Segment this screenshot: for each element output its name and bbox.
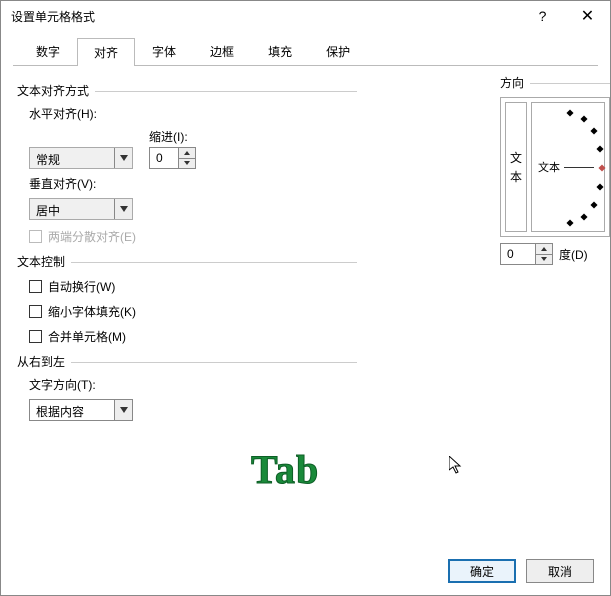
tab-fill[interactable]: 填充: [251, 37, 309, 65]
indent-spinner[interactable]: 0: [149, 147, 196, 169]
wrap-text-checkbox[interactable]: 自动换行(W): [29, 278, 357, 295]
tab-strip: 数字 对齐 字体 边框 填充 保护: [19, 37, 610, 65]
merge-cells-label: 合并单元格(M): [48, 328, 126, 345]
vertical-align-value: 居中: [30, 199, 114, 219]
degree-value: 0: [501, 244, 535, 264]
dial-tick: [566, 109, 573, 116]
spinner-down-icon[interactable]: [536, 254, 552, 265]
indent-block: 缩进(I): 0: [149, 128, 196, 169]
horizontal-align-label: 水平对齐(H):: [29, 105, 357, 122]
chevron-down-icon: [114, 199, 132, 219]
indent-value: 0: [150, 148, 178, 168]
dial-tick: [580, 115, 587, 122]
group-alignment: 文本对齐方式: [17, 82, 357, 99]
justify-distributed-checkbox: 两端分散对齐(E): [29, 228, 357, 245]
group-orientation: 方向: [500, 74, 610, 91]
tab-number[interactable]: 数字: [19, 37, 77, 65]
horizontal-align-value: 常规: [30, 148, 114, 168]
text-direction-combo[interactable]: 根据内容: [29, 399, 133, 421]
titlebar: 设置单元格格式 ? ✕: [1, 1, 610, 31]
orientation-box: 文 本 文本: [500, 97, 610, 237]
shrink-to-fit-checkbox[interactable]: 缩小字体填充(K): [29, 303, 357, 320]
dial-text: 文本: [538, 159, 560, 175]
chevron-down-icon: [114, 148, 132, 168]
dial-tick: [590, 201, 597, 208]
group-textcontrol: 文本控制: [17, 253, 357, 270]
tab-protection[interactable]: 保护: [309, 37, 367, 65]
wrap-text-label: 自动换行(W): [48, 278, 115, 295]
spinner-down-icon[interactable]: [179, 158, 195, 169]
degree-row: 0 度(D): [500, 243, 610, 265]
dial-tick: [596, 183, 603, 190]
dial-tick: [596, 145, 603, 152]
dial-line: [564, 167, 594, 168]
vertical-align-combo[interactable]: 居中: [29, 198, 133, 220]
ok-button[interactable]: 确定: [448, 559, 516, 583]
vertical-align-label: 垂直对齐(V):: [29, 175, 357, 192]
watermark-text: Tab: [251, 446, 319, 493]
dial-tick-selected: [598, 164, 605, 171]
text-direction-value: 根据内容: [30, 400, 114, 420]
checkbox-icon: [29, 305, 42, 318]
tab-font[interactable]: 字体: [135, 37, 193, 65]
horizontal-align-combo[interactable]: 常规: [29, 147, 133, 169]
dialog-footer: 确定 取消: [448, 559, 594, 583]
close-button[interactable]: ✕: [565, 1, 610, 31]
tab-content: 文本对齐方式 水平对齐(H): 常规 缩进(I): 0: [1, 66, 610, 433]
tab-alignment[interactable]: 对齐: [77, 38, 135, 66]
spinner-up-icon[interactable]: [179, 148, 195, 158]
dialog-window: 设置单元格格式 ? ✕ 数字 对齐 字体 边框 填充 保护 文本对齐方式 水平对…: [0, 0, 611, 596]
dial-tick: [590, 127, 597, 134]
degree-label: 度(D): [559, 246, 588, 263]
orientation-panel: 方向 文 本 文本: [500, 68, 610, 265]
group-rtl: 从右到左: [17, 353, 357, 370]
cancel-button[interactable]: 取消: [526, 559, 594, 583]
merge-cells-checkbox[interactable]: 合并单元格(M): [29, 328, 357, 345]
vertical-text-button[interactable]: 文 本: [505, 102, 527, 232]
chevron-down-icon: [114, 400, 132, 420]
spinner-up-icon[interactable]: [536, 244, 552, 254]
text-direction-label: 文字方向(T):: [29, 376, 357, 393]
left-column: 文本对齐方式 水平对齐(H): 常规 缩进(I): 0: [17, 82, 357, 421]
help-button[interactable]: ?: [520, 1, 565, 31]
checkbox-icon: [29, 330, 42, 343]
indent-label: 缩进(I):: [149, 128, 196, 145]
dial-tick: [566, 219, 573, 226]
dialog-title: 设置单元格格式: [11, 8, 520, 25]
shrink-to-fit-label: 缩小字体填充(K): [48, 303, 136, 320]
orientation-dial[interactable]: 文本: [531, 102, 605, 232]
cursor-icon: [449, 456, 463, 479]
dial-tick: [580, 213, 587, 220]
degree-spinner[interactable]: 0: [500, 243, 553, 265]
checkbox-icon: [29, 280, 42, 293]
tab-border[interactable]: 边框: [193, 37, 251, 65]
checkbox-icon: [29, 230, 42, 243]
justify-distributed-label: 两端分散对齐(E): [48, 228, 136, 245]
